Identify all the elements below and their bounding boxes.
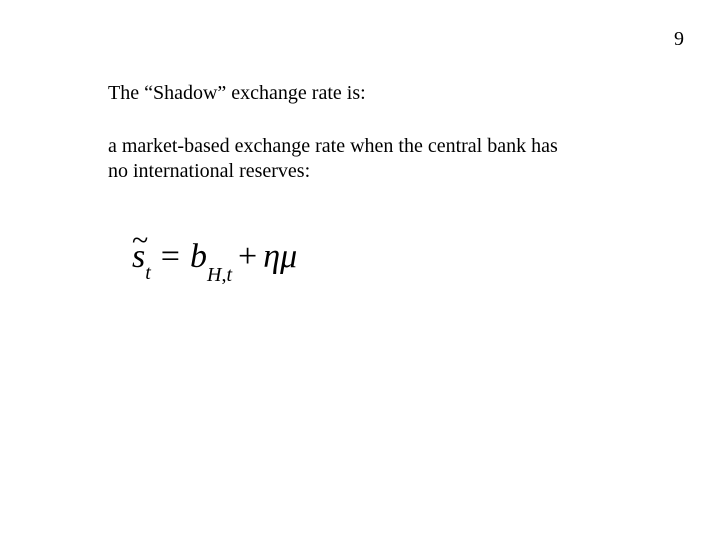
formula-mu: μ (280, 238, 297, 275)
formula-b: b (190, 238, 207, 275)
formula-equals: = (161, 238, 180, 275)
formula-sub-H: H (207, 264, 221, 286)
formula-eta: η (263, 238, 280, 275)
formula-plus: + (238, 238, 257, 275)
body-text: a market-based exchange rate when the ce… (108, 134, 568, 184)
content-block: The “Shadow” exchange rate is: a market-… (108, 80, 568, 184)
formula-sub-t2: t (226, 264, 232, 286)
formula-tilde: ~ (132, 224, 148, 258)
formula-sub-t: t (145, 262, 151, 284)
heading-text: The “Shadow” exchange rate is: (108, 80, 568, 106)
page-number: 9 (674, 28, 684, 51)
formula: ~st=bH,t+ημ (132, 238, 297, 281)
